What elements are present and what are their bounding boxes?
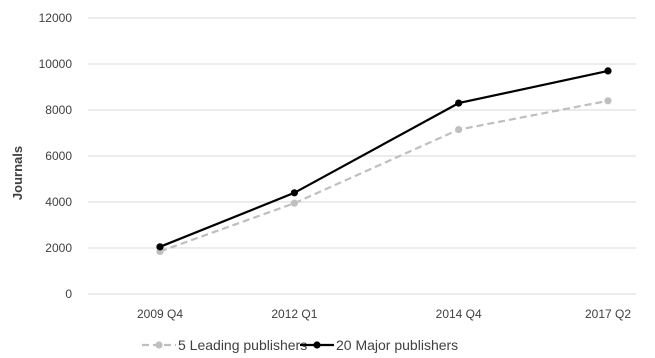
series <box>156 67 612 256</box>
legend-label: 5 Leading publishers <box>178 337 307 353</box>
legend-item-0: 5 Leading publishers <box>142 337 307 353</box>
series-1 <box>156 67 612 251</box>
x-tick-label: 2017 Q2 <box>585 307 631 321</box>
y-tick-label: 6000 <box>45 149 72 163</box>
data-point <box>604 97 612 105</box>
gridlines <box>88 17 636 295</box>
legend-marker <box>313 341 321 349</box>
legend-label: 20 Major publishers <box>336 337 458 353</box>
y-axis-ticks: 0 2000 4000 6000 8000 10000 12000 <box>39 11 73 301</box>
y-tick-label: 0 <box>65 287 72 301</box>
data-point <box>455 99 463 107</box>
series-line-0 <box>159 99 609 253</box>
legend-marker <box>155 341 163 349</box>
y-axis-title: Journals <box>10 146 25 200</box>
data-point <box>455 125 463 134</box>
y-tick-label: 2000 <box>45 241 72 255</box>
data-point <box>290 189 298 197</box>
y-tick-label: 12000 <box>39 11 73 25</box>
x-tick-label: 2012 Q1 <box>271 307 317 321</box>
data-point <box>290 199 298 207</box>
data-point <box>604 67 612 75</box>
data-point <box>156 243 164 251</box>
x-tick-label: 2014 Q4 <box>436 307 482 321</box>
legend: 5 Leading publishers 20 Major publishers <box>142 337 458 353</box>
legend-item-1: 20 Major publishers <box>300 337 458 353</box>
series-line-1 <box>159 69 609 248</box>
y-tick-label: 10000 <box>39 57 73 71</box>
y-tick-label: 4000 <box>45 195 72 209</box>
x-axis-ticks: 2009 Q4 2012 Q1 2014 Q4 2017 Q2 <box>137 307 631 321</box>
series-0 <box>156 97 612 256</box>
y-tick-label: 8000 <box>45 103 72 117</box>
x-tick-label: 2009 Q4 <box>137 307 183 321</box>
